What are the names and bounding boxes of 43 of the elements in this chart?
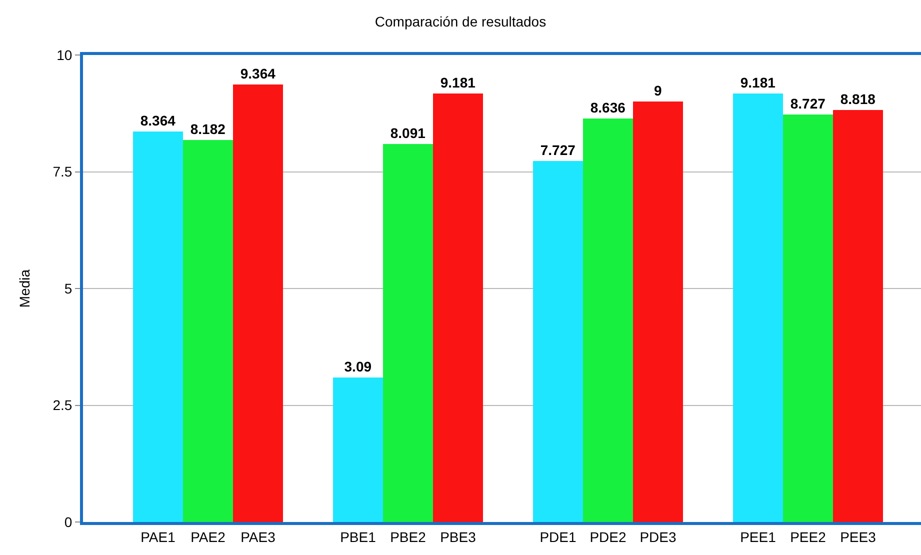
x-tick-label: PAE1	[140, 528, 176, 545]
y-tick-label: 2.5	[52, 397, 72, 414]
data-label: 3.09	[344, 358, 372, 375]
x-tick-label: PEE3	[840, 528, 876, 545]
bar	[433, 93, 483, 522]
data-label: 9.181	[440, 74, 476, 90]
data-label: 9.364	[240, 66, 276, 82]
data-label: 8.818	[840, 91, 876, 108]
data-label: 8.727	[790, 95, 826, 112]
y-tick-label: 5	[64, 280, 72, 296]
data-label: 8.182	[190, 120, 226, 137]
x-tick-label: PDE3	[640, 528, 676, 545]
x-tick-label: PEE2	[790, 528, 826, 545]
x-tick-label: PBE1	[340, 528, 376, 545]
bar	[233, 84, 283, 522]
bar	[133, 131, 183, 522]
data-label: 9.181	[740, 74, 776, 90]
bar	[533, 161, 583, 522]
bar	[333, 378, 383, 522]
data-label: 8.091	[390, 125, 426, 142]
x-tick-label: PAE2	[190, 528, 226, 545]
x-tick-label: PDE2	[590, 528, 626, 545]
bar	[783, 114, 833, 522]
x-tick-label: PAE3	[240, 528, 276, 545]
data-label: 7.727	[540, 142, 576, 158]
bar	[383, 144, 433, 522]
y-tick-label: 10	[56, 46, 72, 63]
y-axis-title: Media	[16, 269, 32, 308]
bar	[633, 102, 683, 522]
x-tick-label: PEE1	[740, 528, 776, 545]
data-label: 9	[654, 82, 662, 99]
data-label: 8.364	[140, 112, 176, 128]
x-tick-label: PBE3	[440, 528, 476, 545]
x-tick-label: PBE2	[390, 528, 426, 545]
bar	[733, 93, 783, 522]
y-tick-label: 7.5	[52, 164, 72, 180]
x-tick-label: PDE1	[540, 528, 576, 545]
bar	[583, 118, 633, 522]
y-tick-label: 0	[64, 514, 72, 530]
bar	[183, 140, 233, 522]
data-label: 8.636	[590, 100, 626, 116]
bar	[833, 110, 883, 522]
chart-title: Comparación de resultados	[374, 13, 546, 30]
